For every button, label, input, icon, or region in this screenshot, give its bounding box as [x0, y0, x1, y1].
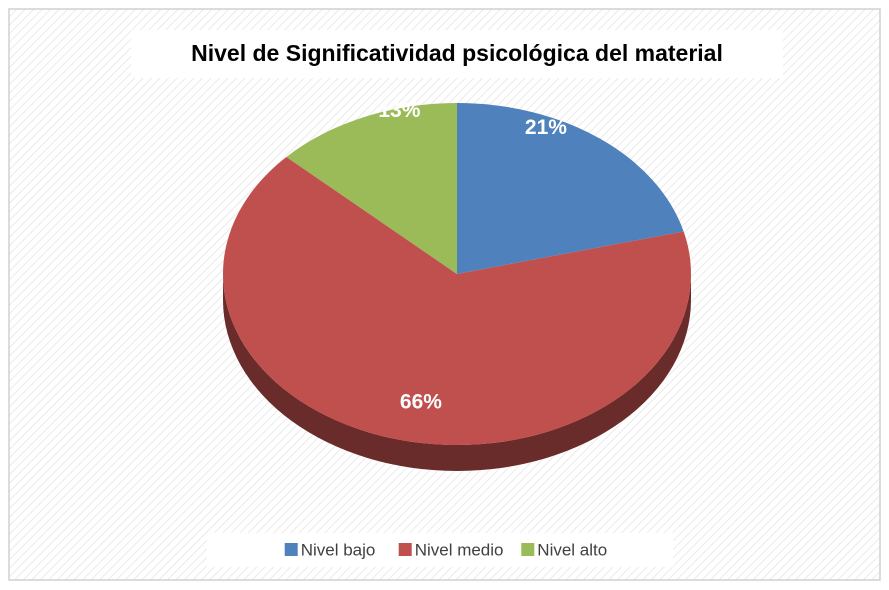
data-label: 66%: [400, 391, 442, 414]
pie-slice: [222, 156, 691, 445]
chart-title: Nivel de Significatividad psicológica de…: [191, 40, 723, 66]
pie-labels: 21% 66% 13%: [378, 99, 567, 414]
pie-slice: [457, 103, 684, 274]
legend-label: Nivel medio: [415, 540, 504, 559]
legend-swatch: [284, 543, 298, 556]
legend-label: Nivel bajo: [301, 540, 376, 559]
legend-box: [207, 533, 673, 567]
legend: Nivel bajo Nivel medio Nivel alto: [284, 540, 607, 559]
title-box: [131, 30, 783, 78]
legend-swatch: [521, 543, 535, 556]
pie-top: [222, 103, 691, 445]
data-label: 21%: [525, 116, 567, 139]
pie-slice: [286, 103, 457, 274]
legend-label: Nivel alto: [537, 540, 607, 559]
legend-swatch: [398, 543, 412, 556]
data-label: 13%: [378, 99, 420, 122]
